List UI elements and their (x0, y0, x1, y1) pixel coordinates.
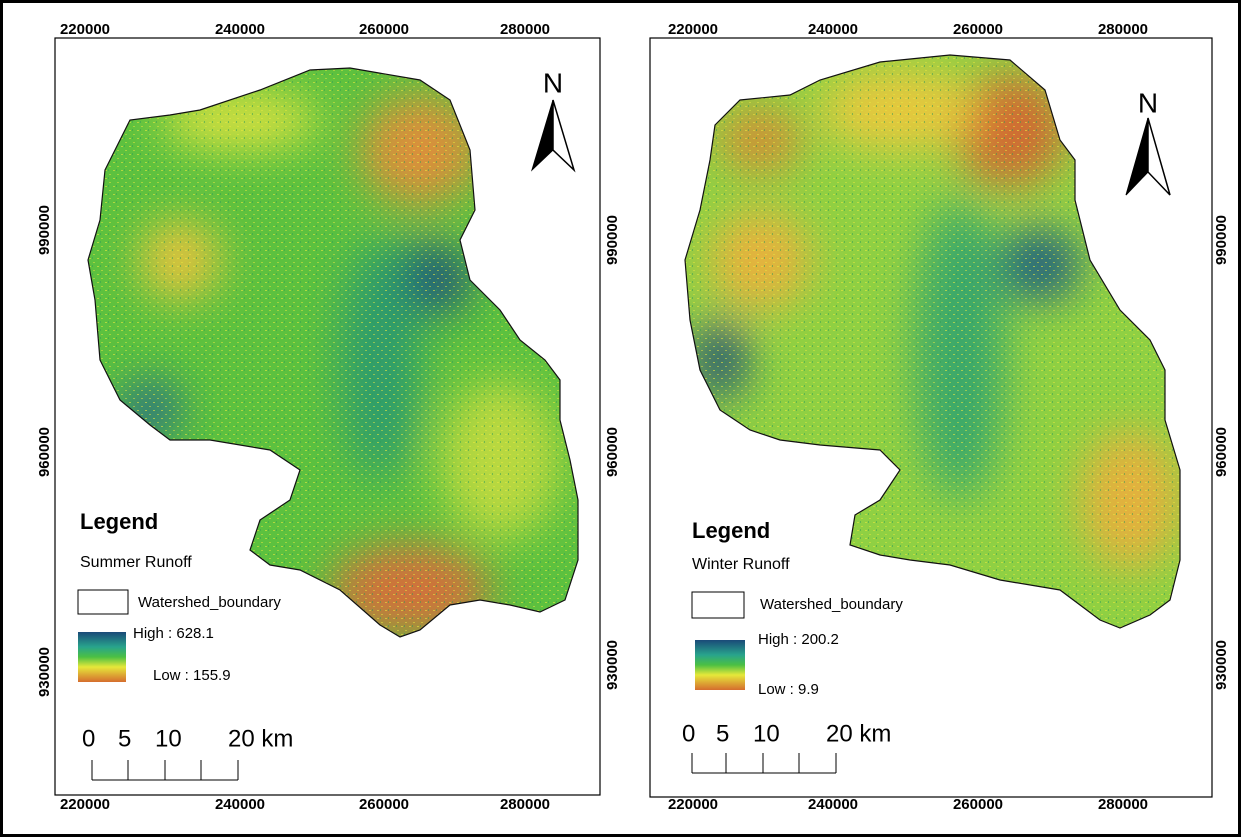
x-tick-label: 220000 (668, 21, 718, 38)
scale-label: 10 (155, 725, 182, 752)
north-label: N (1138, 87, 1158, 118)
x-tick-label: 280000 (1098, 796, 1148, 813)
north-label: N (543, 67, 563, 98)
north-arrow (1147, 117, 1171, 196)
legend-layer: Winter Runoff (692, 556, 790, 573)
y-tick-label: 930000 (1213, 640, 1230, 690)
watershed-boundary (684, 54, 1181, 629)
north-arrow (530, 99, 554, 172)
legend-high: High : 628.1 (133, 625, 214, 642)
legend-title: Legend (692, 518, 770, 543)
x-tick-label: 240000 (808, 796, 858, 813)
x-tick-label: 280000 (500, 796, 550, 813)
scale-label: 20 km (826, 720, 891, 747)
y-tick-label: 990000 (604, 215, 621, 265)
legend-ramp (695, 640, 745, 690)
legend-boundary-swatch (691, 591, 745, 619)
x-tick-label: 260000 (359, 21, 409, 38)
legend-title: Legend (80, 509, 158, 534)
y-tick-label: 930000 (36, 647, 53, 697)
scale-label: 0 (82, 725, 95, 752)
x-tick-label: 220000 (668, 796, 718, 813)
legend-layer: Summer Runoff (80, 554, 192, 571)
y-tick-label: 990000 (1213, 215, 1230, 265)
y-tick-label: 930000 (604, 640, 621, 690)
legend-low: Low : 155.9 (153, 667, 231, 684)
x-tick-label: 240000 (215, 21, 265, 38)
y-tick-label: 960000 (604, 427, 621, 477)
legend-low: Low : 9.9 (758, 681, 819, 698)
north-arrow (552, 99, 576, 173)
y-tick-label: 990000 (36, 205, 53, 255)
x-tick-label: 260000 (953, 21, 1003, 38)
x-tick-label: 280000 (500, 21, 550, 38)
legend-boundary: Watershed_boundary (138, 594, 281, 611)
x-tick-label: 240000 (215, 796, 265, 813)
scale-label: 0 (682, 720, 695, 747)
scale-label: 20 km (228, 725, 293, 752)
panel-frame (649, 37, 1213, 798)
panel-frame (54, 37, 601, 796)
legend-boundary-swatch (77, 589, 129, 615)
scale-label: 10 (753, 720, 780, 747)
x-tick-label: 280000 (1098, 21, 1148, 38)
y-tick-label: 960000 (1213, 427, 1230, 477)
north-arrow (1125, 117, 1149, 196)
y-tick-label: 960000 (36, 427, 53, 477)
x-tick-label: 220000 (60, 796, 110, 813)
x-tick-label: 260000 (359, 796, 409, 813)
x-tick-label: 220000 (60, 21, 110, 38)
legend-boundary: Watershed_boundary (760, 596, 903, 613)
scale-label: 5 (118, 725, 131, 752)
legend-ramp (78, 632, 126, 682)
runoff-raster (88, 68, 578, 637)
x-tick-label: 260000 (953, 796, 1003, 813)
x-tick-label: 240000 (808, 21, 858, 38)
legend-high: High : 200.2 (758, 631, 839, 648)
scale-label: 5 (716, 720, 729, 747)
